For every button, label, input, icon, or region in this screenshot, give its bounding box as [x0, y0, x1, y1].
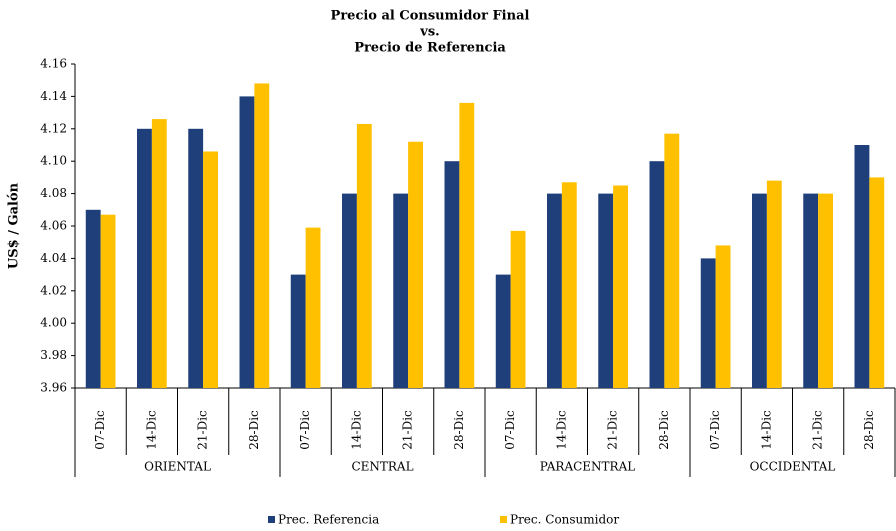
legend-swatch: [500, 516, 507, 523]
chart-title: vs.: [419, 25, 439, 40]
bar: [151, 119, 167, 388]
bar: [203, 151, 218, 388]
x-tick-label: 21-Dic: [401, 410, 415, 450]
y-tick-label: 4.12: [40, 121, 67, 135]
bar: [613, 185, 628, 388]
group-label: OCCIDENTAL: [750, 460, 836, 474]
y-tick-label: 4.08: [40, 186, 67, 200]
x-tick-label: 21-Dic: [196, 410, 210, 450]
y-tick-label: 4.10: [40, 154, 67, 168]
x-tick-label: 21-Dic: [606, 410, 620, 450]
x-tick-label: 14-Dic: [144, 410, 158, 450]
legend-label: Prec. Referencia: [278, 513, 379, 527]
bar: [305, 227, 321, 388]
x-tick-label: 21-Dic: [811, 410, 825, 450]
bar: [715, 245, 731, 388]
x-tick-label: 28-Dic: [452, 410, 466, 450]
x-tick-label: 28-Dic: [862, 410, 876, 450]
x-tick-label: 07-Dic: [93, 410, 107, 450]
bar: [137, 128, 152, 389]
x-tick-label: 07-Dic: [503, 410, 517, 450]
x-tick-label: 07-Dic: [298, 410, 312, 450]
y-tick-label: 3.96: [40, 381, 67, 395]
y-tick-label: 3.98: [40, 348, 67, 362]
chart-title: Precio de Referencia: [354, 41, 506, 56]
bar: [393, 193, 409, 388]
bar: [342, 193, 357, 388]
bar: [356, 123, 372, 388]
bar: [239, 96, 255, 389]
bar: [649, 161, 665, 388]
bar: [766, 180, 782, 388]
x-tick-label: 14-Dic: [349, 410, 363, 450]
bar: [598, 193, 614, 388]
bar: [547, 193, 562, 388]
y-tick-label: 4.04: [40, 251, 67, 265]
bar: [85, 209, 101, 388]
x-tick-label: 28-Dic: [657, 410, 671, 450]
bar: [188, 128, 204, 389]
bar: [752, 193, 767, 388]
y-axis-title: US$ / Galón: [7, 182, 22, 269]
y-tick-label: 4.06: [40, 219, 67, 233]
chart-title: Precio al Consumidor Final: [331, 9, 530, 24]
bar: [803, 193, 819, 388]
y-tick-label: 4.14: [40, 89, 67, 103]
bar: [561, 182, 577, 388]
x-tick-label: 14-Dic: [759, 410, 773, 450]
legend-label: Prec. Consumidor: [510, 513, 619, 527]
y-tick-label: 4.02: [40, 283, 67, 297]
bar: [100, 214, 116, 388]
bar: [869, 177, 885, 388]
y-tick-label: 4.00: [40, 316, 67, 330]
bar: [254, 83, 270, 388]
y-tick-label: 4.16: [40, 57, 67, 71]
legend-swatch: [268, 516, 275, 523]
x-tick-label: 07-Dic: [708, 410, 722, 450]
bar: [290, 274, 306, 388]
bar: [664, 133, 680, 388]
group-label: ORIENTAL: [144, 460, 211, 474]
bar: [854, 145, 870, 388]
bar: [495, 274, 511, 388]
bar: [459, 102, 475, 388]
group-label: CENTRAL: [351, 460, 413, 474]
bar: [510, 230, 526, 388]
x-tick-label: 14-Dic: [554, 410, 568, 450]
bar: [700, 258, 716, 388]
x-tick-label: 28-Dic: [247, 410, 261, 450]
bar: [818, 193, 833, 388]
group-label: PARACENTRAL: [540, 460, 635, 474]
bar: [444, 161, 460, 388]
bar: [408, 141, 423, 388]
